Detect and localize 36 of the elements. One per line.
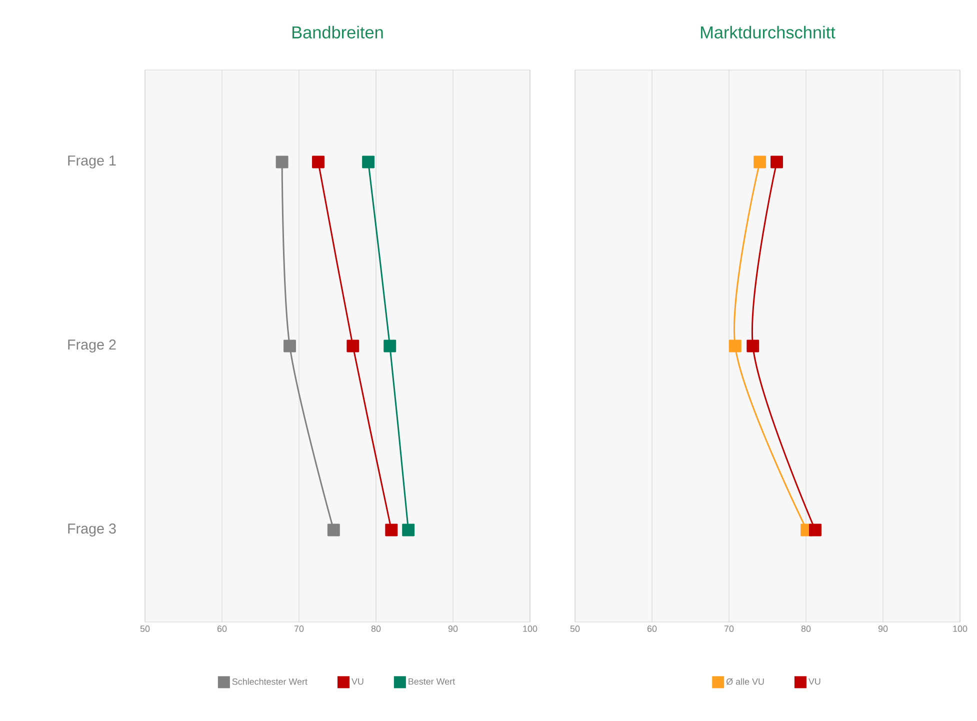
chart-title: Marktdurchschnitt (700, 26, 836, 39)
y-tick-label: Frage 1 (68, 156, 116, 168)
point (728, 340, 742, 352)
point (384, 340, 396, 352)
chart-title: Bandbreiten (292, 26, 383, 39)
x-tick-label: 70 (294, 626, 304, 632)
point (346, 340, 360, 352)
x-tick-label: 80 (371, 626, 381, 632)
x-tick-label: 50 (570, 626, 580, 632)
legend-label: Schlechtester Wert (232, 678, 308, 685)
point (746, 340, 760, 352)
point (284, 340, 296, 352)
x-tick-label: 90 (878, 626, 888, 632)
point (327, 524, 340, 536)
y-tick-label: Frage 2 (68, 340, 116, 353)
point (362, 156, 375, 168)
legend-label: Ø alle VU (726, 678, 764, 685)
x-tick-label: 70 (724, 626, 734, 632)
point (754, 156, 766, 168)
x-tick-label: 60 (647, 626, 657, 632)
x-tick-label: 100 (523, 626, 538, 632)
point (276, 156, 288, 168)
point (402, 524, 415, 536)
x-tick-label: 50 (140, 626, 150, 632)
point (809, 524, 822, 536)
legend-label: VU (808, 678, 820, 685)
legend-label: VU (352, 678, 364, 685)
x-tick-label: 80 (801, 626, 811, 632)
x-tick-label: 60 (217, 626, 227, 632)
legend-label: Bester Wert (408, 678, 456, 685)
point (385, 524, 398, 536)
point (312, 156, 324, 168)
x-tick-label: 100 (953, 626, 968, 632)
y-tick-label: Frage 3 (68, 524, 116, 537)
point (770, 156, 783, 168)
x-tick-label: 90 (448, 626, 458, 632)
